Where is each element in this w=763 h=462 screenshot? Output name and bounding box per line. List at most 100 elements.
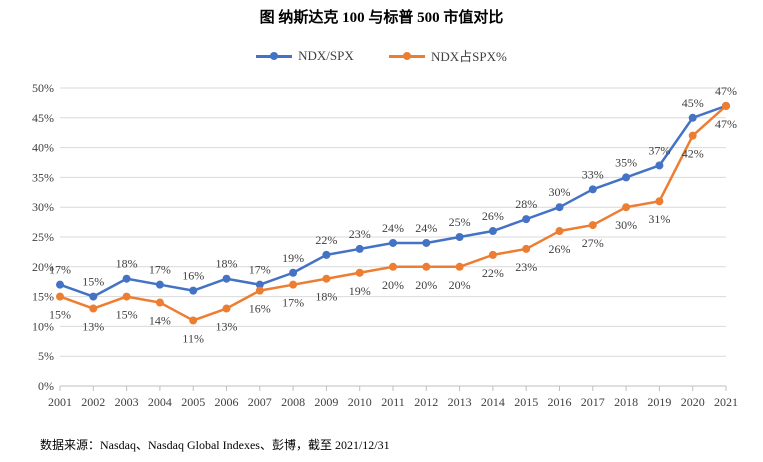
y-tick-label: 25%	[32, 230, 54, 244]
series-1-data-label: 24%	[415, 221, 437, 235]
series-1-point	[322, 250, 331, 259]
series-2-data-label: 14%	[149, 314, 171, 328]
series-1-point	[89, 292, 98, 301]
series-2-data-label: 22%	[482, 266, 504, 280]
series-2-point	[122, 292, 131, 301]
series-2-point	[688, 131, 697, 140]
series-2-data-label: 11%	[182, 331, 204, 345]
y-tick-label: 5%	[38, 349, 54, 363]
y-tick-label: 15%	[32, 290, 54, 304]
y-tick-label: 0%	[38, 379, 54, 393]
x-tick-label: 2003	[115, 395, 139, 409]
x-tick-label: 2014	[481, 395, 505, 409]
series-2-point	[522, 244, 531, 253]
x-tick-label: 2001	[48, 395, 72, 409]
chart-title: 图 纳斯达克 100 与标普 500 市值对比	[259, 10, 504, 26]
series-2-point	[89, 304, 98, 313]
series-1-point	[588, 185, 597, 194]
series-2-data-label: 20%	[415, 278, 437, 292]
y-tick-label: 50%	[32, 81, 54, 95]
series-1-data-label: 30%	[549, 185, 571, 199]
series-1-data-label: 18%	[116, 257, 138, 271]
y-tick-label: 40%	[32, 141, 54, 155]
series-2-point	[389, 262, 397, 271]
legend-label-series-1: NDX/SPX	[298, 47, 354, 63]
series-2-data-label: 27%	[582, 236, 604, 250]
x-tick-label: 2012	[414, 395, 438, 409]
series-1-data-label: 17%	[49, 263, 71, 277]
series-1-point	[655, 161, 664, 170]
series-2-point	[422, 262, 431, 271]
series-2-point	[722, 101, 730, 110]
series-1-data-label: 16%	[182, 269, 204, 283]
x-tick-label: 2005	[181, 395, 205, 409]
series-2-data-label: 23%	[515, 260, 537, 274]
series-1-data-label: 26%	[482, 209, 504, 223]
series-1-data-label: 35%	[615, 155, 637, 169]
series-1-data-label: 17%	[249, 263, 271, 277]
series-1-data-label: 25%	[449, 215, 471, 229]
legend-label-series-2: NDX占SPX%	[431, 49, 507, 64]
legend-swatch-series-2	[389, 50, 426, 62]
series-2-point	[255, 286, 264, 295]
series-2-point	[655, 197, 664, 206]
series-1-data-label: 45%	[682, 96, 704, 110]
series-2-point	[189, 316, 198, 325]
x-tick-label: 2007	[248, 395, 272, 409]
series-2-point	[222, 304, 231, 313]
series-2-point	[355, 268, 364, 277]
series-1-data-label: 28%	[515, 197, 537, 211]
legend-item-series-2: NDX占SPX%	[389, 46, 507, 65]
y-tick-label: 20%	[32, 260, 54, 274]
series-2-point	[56, 292, 64, 301]
series-1-data-label: 47%	[715, 84, 737, 98]
series-1-point	[255, 280, 264, 289]
series-1-point	[555, 203, 564, 212]
x-tick-label: 2016	[548, 395, 572, 409]
series-1-data-label: 18%	[216, 257, 238, 271]
series-2-data-label: 20%	[449, 278, 471, 292]
x-tick-label: 2017	[581, 395, 605, 409]
series-1-point	[189, 286, 198, 295]
series-1-data-label: 37%	[648, 143, 670, 157]
series-1-point	[355, 244, 364, 253]
series-1-point	[455, 233, 464, 241]
x-tick-label: 2009	[314, 395, 338, 409]
series-2-point	[289, 280, 298, 289]
series-1-point	[622, 173, 631, 182]
series-1-data-label: 22%	[315, 233, 337, 247]
series-2-data-label: 30%	[615, 218, 637, 232]
series-2-point	[322, 274, 331, 283]
legend-item-series-1: NDX/SPX	[256, 48, 354, 64]
series-1-point	[488, 227, 497, 236]
series-1-data-label: 23%	[349, 227, 371, 241]
x-tick-label: 2008	[281, 395, 305, 409]
x-tick-label: 2004	[148, 395, 172, 409]
series-2-data-label: 13%	[82, 320, 104, 334]
series-1-point	[422, 238, 431, 247]
x-tick-label: 2018	[614, 395, 638, 409]
x-tick-label: 2013	[448, 395, 472, 409]
series-2-point	[488, 250, 497, 259]
series-1-point	[688, 113, 697, 122]
series-2-data-label: 20%	[382, 278, 404, 292]
series-2-point	[555, 227, 564, 236]
x-tick-label: 2020	[681, 395, 705, 409]
series-1-point	[389, 238, 397, 247]
series-2-data-label: 15%	[116, 308, 138, 322]
x-tick-label: 2010	[348, 395, 372, 409]
legend-swatch-series-1	[256, 50, 293, 62]
series-2-data-label: 13%	[216, 320, 238, 334]
series-2-point	[622, 203, 631, 212]
series-2-point	[155, 298, 164, 307]
series-2-point	[588, 221, 597, 230]
series-2-data-label: 47%	[715, 117, 737, 131]
series-1-point	[122, 274, 131, 283]
x-tick-label: 2019	[647, 395, 671, 409]
y-tick-label: 45%	[32, 111, 54, 125]
series-1-data-label: 17%	[149, 263, 171, 277]
series-1-data-label: 15%	[82, 275, 104, 289]
y-tick-label: 30%	[32, 200, 54, 214]
series-2-data-label: 42%	[682, 147, 704, 161]
